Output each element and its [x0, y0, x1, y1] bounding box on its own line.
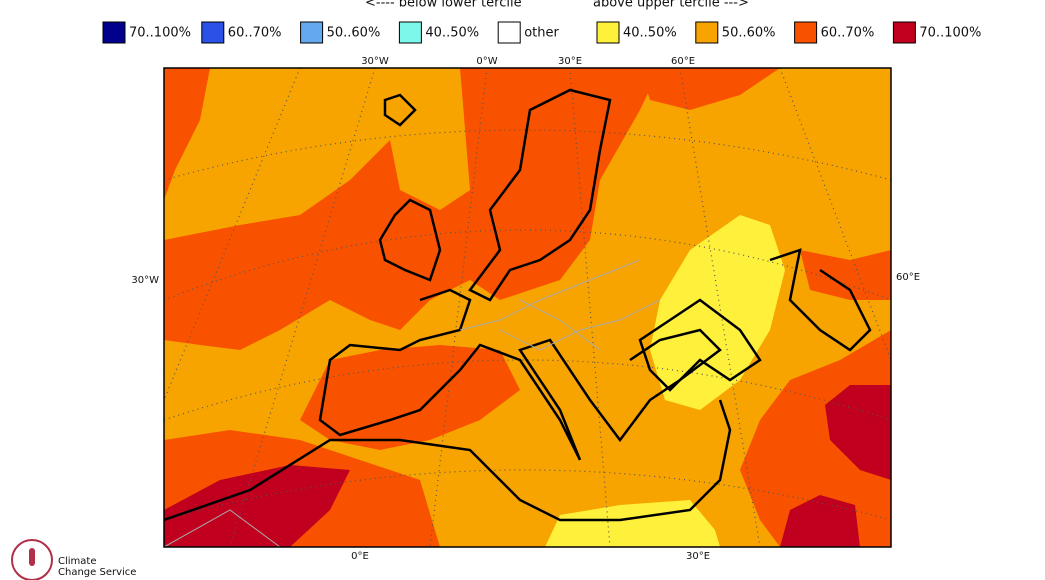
legend-label: 60..70% — [821, 26, 875, 41]
axis-labels: 30°W 0°W 30°E 60°E 30°W 60°E 0°E 30°E — [131, 56, 920, 562]
top-label: 60°E — [671, 56, 695, 67]
legend-swatch — [596, 21, 620, 44]
top-label: 0°W — [476, 56, 497, 67]
region — [780, 495, 860, 547]
region — [164, 68, 210, 200]
legend-swatch — [794, 21, 818, 44]
header-below: <---- below lower tercile — [365, 0, 522, 11]
legend-label: 70..100% — [129, 26, 191, 41]
legend-swatch — [695, 21, 719, 44]
region — [640, 68, 780, 110]
legend-swatch — [300, 21, 324, 44]
logo-icon — [29, 548, 35, 566]
legend-swatch — [497, 21, 521, 44]
region — [164, 465, 350, 547]
legend-label: 40..50% — [425, 26, 479, 41]
right-label: 60°E — [896, 272, 920, 283]
map — [164, 68, 891, 547]
legend-label: 40..50% — [623, 26, 677, 41]
graticule — [164, 68, 891, 547]
legend-swatch — [398, 21, 422, 44]
map-frame — [163, 67, 892, 548]
logo-icon — [11, 539, 53, 580]
legend-label: 50..60% — [327, 26, 381, 41]
bottom-label: 0°E — [351, 551, 369, 562]
legend-swatch — [102, 21, 126, 44]
region — [740, 330, 891, 547]
region — [164, 68, 660, 350]
top-label: 30°W — [361, 56, 389, 67]
legend-swatch — [201, 21, 225, 44]
legend-label: 70..100% — [919, 26, 981, 41]
header-above: above upper tercile ---> — [593, 0, 749, 11]
region — [300, 345, 520, 450]
borders — [164, 259, 661, 547]
left-label: 30°W — [131, 275, 159, 286]
region — [825, 385, 891, 480]
legend-label: other — [524, 26, 559, 41]
coastline — [164, 88, 872, 522]
logo-text: Climate — [58, 556, 96, 567]
bottom-label: 30°E — [686, 551, 710, 562]
legend-label: 60..70% — [228, 26, 282, 41]
logo-text: Change Service — [58, 567, 136, 578]
logo: Climate Change Service — [11, 539, 136, 580]
region — [800, 250, 891, 300]
legend: 70..100% 60..70% 50..60% 40..50% other 40..50… — [102, 21, 981, 44]
legend-label: 50..60% — [722, 26, 776, 41]
legend-swatch — [892, 21, 916, 44]
top-label: 30°E — [558, 56, 582, 67]
